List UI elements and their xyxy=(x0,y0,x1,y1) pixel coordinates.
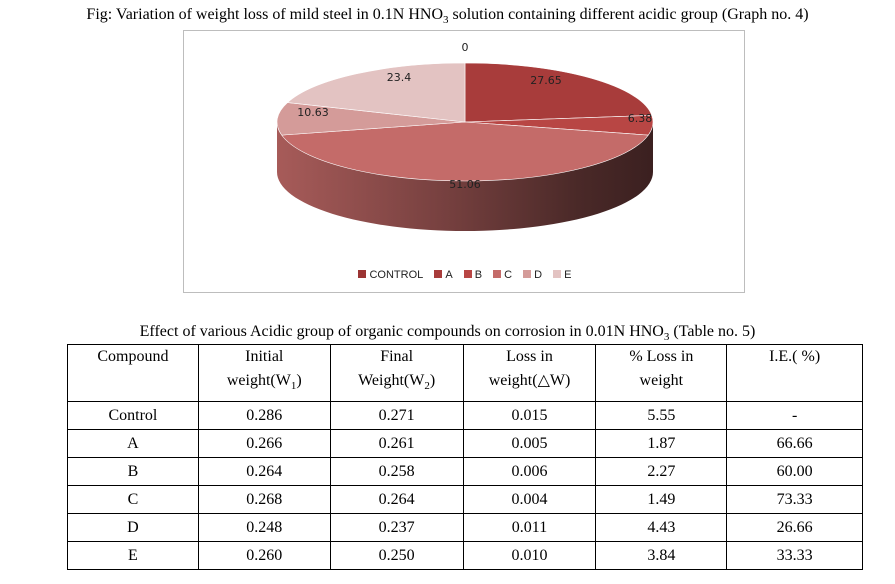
legend-swatch xyxy=(358,270,367,278)
legend-swatch xyxy=(463,270,472,278)
results-table: Compound Initial weight(W1) Final Weight(W… xyxy=(67,344,863,570)
cell-loss: 0.004 xyxy=(462,485,597,514)
cell-final: 0.258 xyxy=(329,457,464,486)
legend-swatch xyxy=(493,270,502,278)
cell-loss: 0.011 xyxy=(462,513,597,542)
legend-item-control: CONTROL xyxy=(358,269,423,281)
data-label-b: 6.38 xyxy=(628,112,653,125)
pie-slice-d xyxy=(276,102,466,136)
pie-top-layer xyxy=(276,62,654,182)
cell-final: 0.237 xyxy=(329,513,464,542)
table-caption: Effect of various Acidic group of organi… xyxy=(139,323,756,344)
pie-slice-a xyxy=(464,62,653,123)
cell-compound: C xyxy=(67,485,199,514)
table-row: A 0.266 0.261 0.005 1.87 66.66 xyxy=(67,429,863,458)
cell-ie: 66.66 xyxy=(726,429,863,458)
legend-swatch xyxy=(434,270,443,278)
table-row: E 0.260 0.250 0.010 3.84 33.33 xyxy=(67,541,863,570)
cell-final: 0.271 xyxy=(329,401,464,430)
header-compound: Compound xyxy=(67,344,199,402)
legend-item-e: E xyxy=(553,269,572,281)
table-header-row: Compound Initial weight(W1) Final Weight(W… xyxy=(67,344,863,402)
cell-final: 0.264 xyxy=(329,485,464,514)
cell-ie: 33.33 xyxy=(726,541,863,570)
table-row: D 0.248 0.237 0.011 4.43 26.66 xyxy=(67,513,863,542)
cell-final: 0.250 xyxy=(329,541,464,570)
cell-pct: 1.87 xyxy=(595,429,728,458)
chart-legend: CONTROL A B C D E xyxy=(184,269,746,281)
cell-initial: 0.264 xyxy=(197,457,331,486)
cell-initial: 0.268 xyxy=(197,485,331,514)
table-row: C 0.268 0.264 0.004 1.49 73.33 xyxy=(67,485,863,514)
data-label-a: 27.65 xyxy=(530,74,562,87)
header-loss-weight: Loss in weight(△W) xyxy=(462,344,597,402)
cell-ie: 73.33 xyxy=(726,485,863,514)
header-final-weight: Final Weight(W2) xyxy=(329,344,464,402)
cell-ie: 60.00 xyxy=(726,457,863,486)
figure-caption: Fig: Variation of weight loss of mild st… xyxy=(86,6,809,27)
cell-pct: 2.27 xyxy=(595,457,728,486)
data-label-e: 23.4 xyxy=(387,71,412,84)
pie-chart: 0 27.65 6.38 51.06 10.63 23.4 xyxy=(276,41,654,231)
cell-loss: 0.005 xyxy=(462,429,597,458)
cell-compound: Control xyxy=(67,401,199,430)
legend-swatch xyxy=(523,270,532,278)
data-label-d: 10.63 xyxy=(297,106,329,119)
cell-compound: E xyxy=(67,541,199,570)
cell-final: 0.261 xyxy=(329,429,464,458)
pie-chart-frame: 0 27.65 6.38 51.06 10.63 23.4 CONTROL A B C D… xyxy=(183,30,745,293)
header-ie: I.E.( %) xyxy=(726,344,863,402)
pie-slice-e xyxy=(286,62,466,123)
legend-item-b: B xyxy=(463,269,482,281)
pie-label-layer: 0 27.65 6.38 51.06 10.63 23.4 xyxy=(297,41,652,191)
cell-pct: 5.55 xyxy=(595,401,728,430)
pie-side-wall xyxy=(277,122,653,231)
cell-loss: 0.015 xyxy=(462,401,597,430)
legend-swatch xyxy=(553,270,562,278)
pie-side-layer xyxy=(277,122,653,231)
table-row: B 0.264 0.258 0.006 2.27 60.00 xyxy=(67,457,863,486)
cell-initial: 0.260 xyxy=(197,541,331,570)
header-percent-loss: % Loss in weight xyxy=(595,344,728,402)
cell-pct: 3.84 xyxy=(595,541,728,570)
cell-loss: 0.010 xyxy=(462,541,597,570)
cell-ie: - xyxy=(726,401,863,430)
cell-compound: B xyxy=(67,457,199,486)
cell-ie: 26.66 xyxy=(726,513,863,542)
header-initial-weight: Initial weight(W1) xyxy=(197,344,331,402)
cell-initial: 0.266 xyxy=(197,429,331,458)
cell-compound: A xyxy=(67,429,199,458)
data-label-control: 0 xyxy=(462,41,469,54)
legend-item-d: D xyxy=(523,269,542,281)
legend-item-a: A xyxy=(434,269,453,281)
table-row: Control 0.286 0.271 0.015 5.55 - xyxy=(67,401,863,430)
cell-compound: D xyxy=(67,513,199,542)
cell-loss: 0.006 xyxy=(462,457,597,486)
cell-initial: 0.248 xyxy=(197,513,331,542)
pie-slice-c xyxy=(281,121,649,182)
cell-initial: 0.286 xyxy=(197,401,331,430)
cell-pct: 4.43 xyxy=(595,513,728,542)
cell-pct: 1.49 xyxy=(595,485,728,514)
data-label-c: 51.06 xyxy=(449,178,481,191)
legend-item-c: C xyxy=(493,269,512,281)
